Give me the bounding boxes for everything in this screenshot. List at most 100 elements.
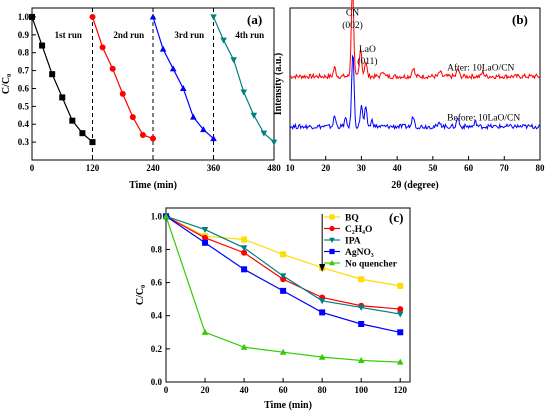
panel-a-run-labels: 1st run 2nd run 3rd run 4th run <box>55 30 265 40</box>
legend-label: IPA <box>345 237 361 247</box>
panel-c-series <box>162 212 404 365</box>
data-point <box>89 139 96 146</box>
run-label: 2nd run <box>113 30 144 40</box>
data-point <box>29 13 35 20</box>
data-point <box>162 212 170 219</box>
x-tick-label: 80 <box>318 385 328 395</box>
data-point <box>201 226 209 233</box>
panel-c-x-axis-label: Time (min) <box>264 400 312 411</box>
panel-a-run-dividers <box>92 8 214 160</box>
data-point <box>89 13 96 20</box>
panel-c-label: (c) <box>389 210 403 225</box>
legend-marker <box>329 214 335 220</box>
legend-marker <box>329 225 335 232</box>
curve-label: Before: 10LaO/CN <box>447 112 520 123</box>
y-tick-label: 1.0 <box>18 12 30 22</box>
x-tick-label: 50 <box>428 163 438 173</box>
x-tick-label: 20 <box>201 385 211 395</box>
y-tick-label: 0.8 <box>18 48 30 58</box>
data-point <box>129 114 136 121</box>
data-point <box>318 353 326 360</box>
panel-b-x-axis-label: 2θ (degree) <box>391 180 439 191</box>
panel-c-arrow <box>319 214 326 272</box>
panel-b: 10 20 30 40 50 60 70 80 CN(002) LaO(011) After: … <box>273 0 545 191</box>
data-point <box>149 13 157 20</box>
panel-b-frame <box>289 7 541 161</box>
data-point <box>69 117 76 124</box>
data-point <box>139 131 146 138</box>
data-point <box>241 249 248 256</box>
legend-item: AgNO₃ <box>324 248 374 258</box>
panel-a: 0.3 0.4 0.5 0.6 0.7 0.8 0.9 1.0 0 120 240 360 480 1… <box>1 7 281 191</box>
data-point <box>241 236 248 243</box>
legend-label: No quencher <box>345 260 398 270</box>
data-point <box>397 282 404 289</box>
data-point <box>396 311 404 318</box>
legend-label: BQ <box>345 214 359 224</box>
panel-a-x-axis-label: Time (min) <box>129 180 177 191</box>
data-point <box>240 89 248 96</box>
data-point <box>270 139 278 146</box>
panel-c-y-ticks: 0.0 0.2 0.4 0.6 0.8 1.0 <box>151 211 170 387</box>
x-tick-label: 0 <box>164 385 169 395</box>
data-point <box>358 276 365 283</box>
x-tick-label: 0 <box>30 163 35 173</box>
data-point <box>210 14 217 21</box>
data-point <box>169 65 177 72</box>
data-point <box>397 306 404 313</box>
peak-annotation: LaO <box>359 45 376 55</box>
data-point <box>179 85 187 92</box>
x-tick-label: 40 <box>393 163 403 173</box>
panel-b-series <box>289 0 541 131</box>
panel-a-series <box>29 13 278 146</box>
series-run-3 <box>149 13 217 142</box>
y-tick-label: 1.0 <box>151 211 163 221</box>
run-label: 3rd run <box>174 30 204 40</box>
data-point <box>240 245 248 252</box>
x-tick-label: 40 <box>240 385 250 395</box>
y-tick-label: 0.9 <box>18 30 30 40</box>
panel-a-y-axis-label: C/C₀ <box>1 74 12 94</box>
y-tick-label: 0.4 <box>151 311 163 321</box>
legend-item: IPA <box>324 237 361 247</box>
panel-b-curve-labels: After: 10LaO/CN Before: 10LaO/CN <box>447 62 520 123</box>
panel-c-x-ticks: 0 20 40 60 80 100 120 <box>164 378 407 395</box>
data-point <box>202 234 209 241</box>
panel-b-label: (b) <box>512 12 528 27</box>
data-point <box>397 329 404 336</box>
data-point <box>280 287 287 294</box>
data-point <box>202 239 209 246</box>
arrow-head <box>319 264 326 272</box>
panel-b-y-axis-label: Intensity (a.u.) <box>273 53 284 116</box>
panel-c: 0.0 0.2 0.4 0.6 0.8 1.0 0 20 40 60 80 100 120 BQC₂H… <box>135 207 411 411</box>
xrd-curve-2 <box>289 54 541 131</box>
xrd-curve-1 <box>289 0 541 81</box>
legend-item: No quencher <box>324 260 398 270</box>
x-tick-label: 70 <box>500 163 510 173</box>
legend-item: BQ <box>324 214 359 224</box>
series-5 <box>162 212 404 365</box>
data-point <box>357 357 365 364</box>
data-point <box>190 113 197 120</box>
x-tick-label: 30 <box>357 163 367 173</box>
x-tick-label: 240 <box>146 163 160 173</box>
panel-a-label: (a) <box>247 12 262 27</box>
peak-annotation: CN <box>346 9 359 19</box>
run-label: 1st run <box>55 30 82 40</box>
legend-marker <box>329 260 335 266</box>
series-3 <box>162 213 404 318</box>
data-point <box>230 57 237 64</box>
legend-label: C₂H₄O <box>345 225 372 235</box>
y-tick-label: 0.0 <box>151 377 163 387</box>
y-tick-label: 0.8 <box>151 244 163 254</box>
x-tick-label: 20 <box>321 163 331 173</box>
panel-a-x-ticks: 0 120 240 360 480 <box>30 156 281 173</box>
peak-annotation: (011) <box>357 56 377 67</box>
x-tick-label: 120 <box>393 385 407 395</box>
legend-marker <box>329 237 335 243</box>
data-point <box>59 94 66 101</box>
data-point <box>39 42 46 49</box>
x-tick-label: 60 <box>279 385 289 395</box>
series-run-2 <box>89 13 156 142</box>
